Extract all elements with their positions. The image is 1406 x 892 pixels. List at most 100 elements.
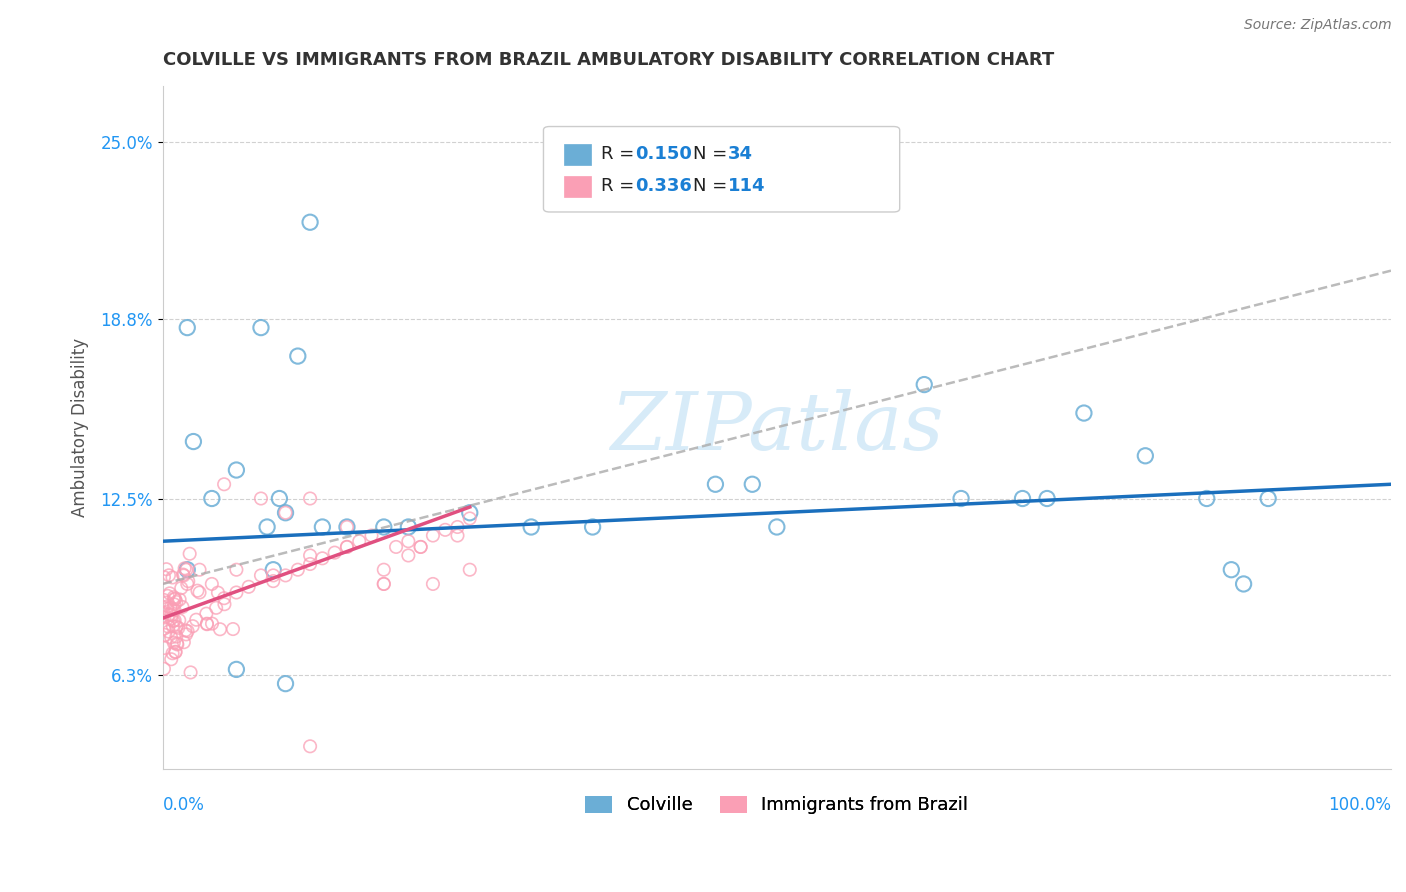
Point bbox=[262, 568, 284, 582]
Text: 0.336: 0.336 bbox=[636, 177, 693, 195]
Point bbox=[167, 613, 190, 627]
Point bbox=[172, 599, 194, 614]
Point bbox=[766, 520, 789, 534]
Point bbox=[741, 477, 763, 491]
Text: R =: R = bbox=[602, 177, 640, 195]
Point bbox=[385, 540, 408, 554]
Point bbox=[176, 563, 198, 577]
Point bbox=[166, 637, 188, 651]
Point bbox=[181, 619, 204, 633]
Point bbox=[336, 540, 359, 554]
Point bbox=[165, 630, 187, 644]
Point bbox=[176, 624, 198, 639]
Point bbox=[1232, 577, 1254, 591]
Point bbox=[176, 320, 198, 334]
Text: 0.150: 0.150 bbox=[636, 145, 693, 163]
Text: COLVILLE VS IMMIGRANTS FROM BRAZIL AMBULATORY DISABILITY CORRELATION CHART: COLVILLE VS IMMIGRANTS FROM BRAZIL AMBUL… bbox=[163, 51, 1054, 69]
Point bbox=[205, 600, 228, 615]
Point bbox=[336, 520, 359, 534]
Point bbox=[160, 630, 183, 644]
Point bbox=[373, 577, 395, 591]
Text: N =: N = bbox=[693, 145, 734, 163]
Point bbox=[287, 349, 309, 363]
Point bbox=[201, 616, 224, 631]
Point bbox=[323, 546, 346, 560]
Point bbox=[373, 577, 395, 591]
Point bbox=[704, 477, 727, 491]
Point bbox=[238, 580, 260, 594]
Point bbox=[434, 523, 457, 537]
Point bbox=[174, 624, 197, 638]
Point bbox=[250, 491, 273, 506]
Point bbox=[163, 597, 186, 611]
Point bbox=[165, 595, 187, 609]
Point bbox=[166, 636, 188, 650]
Point bbox=[360, 528, 382, 542]
Text: ZIPatlas: ZIPatlas bbox=[610, 389, 943, 466]
Point bbox=[201, 491, 224, 506]
Point bbox=[186, 613, 208, 627]
Y-axis label: Ambulatory Disability: Ambulatory Disability bbox=[72, 338, 89, 516]
Point bbox=[165, 591, 187, 606]
Point bbox=[169, 592, 191, 607]
Legend: Colville, Immigrants from Brazil: Colville, Immigrants from Brazil bbox=[578, 789, 976, 822]
Point bbox=[373, 563, 395, 577]
Point bbox=[262, 563, 284, 577]
Point bbox=[153, 610, 176, 624]
Point bbox=[225, 585, 247, 599]
Point bbox=[950, 491, 973, 506]
Point bbox=[458, 506, 481, 520]
Point bbox=[207, 585, 229, 599]
Point bbox=[396, 534, 419, 549]
Point bbox=[396, 549, 419, 563]
Point bbox=[176, 563, 198, 577]
Point bbox=[160, 608, 183, 623]
Point bbox=[173, 635, 195, 649]
Point bbox=[396, 520, 419, 534]
Point bbox=[1135, 449, 1157, 463]
Text: 0.0%: 0.0% bbox=[163, 797, 205, 814]
Point bbox=[222, 622, 245, 636]
Point bbox=[458, 563, 481, 577]
Point bbox=[162, 614, 184, 628]
Point bbox=[156, 599, 179, 614]
Point bbox=[155, 562, 177, 576]
Point bbox=[163, 592, 186, 607]
Point bbox=[159, 607, 181, 622]
Point bbox=[173, 568, 195, 582]
Point bbox=[1195, 491, 1218, 506]
Point bbox=[299, 549, 322, 563]
Point bbox=[250, 320, 273, 334]
Point bbox=[214, 597, 236, 611]
Point bbox=[373, 520, 395, 534]
Point bbox=[170, 581, 193, 595]
Text: Source: ZipAtlas.com: Source: ZipAtlas.com bbox=[1244, 18, 1392, 32]
Point bbox=[157, 620, 180, 634]
Text: 100.0%: 100.0% bbox=[1329, 797, 1391, 814]
Point bbox=[160, 611, 183, 625]
Point bbox=[311, 551, 333, 566]
Point bbox=[188, 585, 211, 599]
Point bbox=[409, 540, 432, 554]
Point bbox=[274, 506, 297, 520]
Point bbox=[1011, 491, 1033, 506]
Point bbox=[163, 613, 186, 627]
Point bbox=[163, 591, 186, 605]
Point bbox=[336, 540, 359, 554]
Point bbox=[311, 520, 333, 534]
Point bbox=[1073, 406, 1095, 420]
Point bbox=[347, 534, 370, 549]
Point bbox=[201, 577, 224, 591]
Point bbox=[1036, 491, 1059, 506]
Point bbox=[165, 620, 187, 634]
Text: 114: 114 bbox=[728, 177, 765, 195]
Point bbox=[153, 593, 176, 607]
Point bbox=[581, 520, 603, 534]
Point bbox=[458, 511, 481, 525]
Point bbox=[172, 567, 194, 582]
Point bbox=[162, 570, 184, 584]
Point bbox=[165, 645, 187, 659]
Point bbox=[269, 491, 291, 506]
Point bbox=[157, 624, 180, 639]
Point bbox=[287, 563, 309, 577]
